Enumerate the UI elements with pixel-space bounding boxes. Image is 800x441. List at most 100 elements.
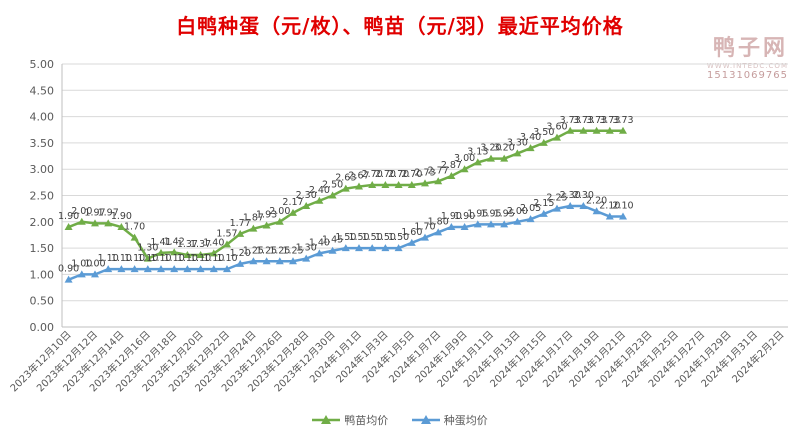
y-tick-label: 0.50	[30, 295, 55, 308]
data-point	[526, 144, 535, 152]
data-point	[104, 219, 113, 227]
data-point	[275, 257, 284, 265]
data-point	[579, 126, 588, 134]
data-label: 3.73	[612, 115, 633, 126]
data-label: 3.30	[507, 137, 528, 148]
data-label: 2.87	[441, 160, 462, 171]
data-point	[302, 202, 311, 210]
data-point	[143, 254, 152, 262]
data-label: 1.70	[124, 222, 145, 233]
legend: 鸭苗均价 种蛋均价	[0, 412, 800, 430]
data-label: 2.10	[612, 201, 633, 212]
data-label: 2.10	[599, 201, 620, 212]
data-point	[223, 265, 231, 273]
data-label: 3.00	[454, 153, 475, 164]
data-label: 3.73	[586, 115, 607, 126]
data-label: 1.41	[150, 237, 171, 248]
data-point	[196, 265, 205, 273]
data-label: 2.77	[428, 165, 449, 176]
data-point	[460, 223, 469, 231]
y-tick-label: 3.50	[30, 137, 55, 150]
data-label: 2.17	[282, 197, 303, 208]
data-label: 1.90	[111, 211, 132, 222]
data-label: 0.90	[58, 264, 79, 275]
data-point	[170, 248, 179, 256]
data-label: 1.00	[84, 258, 105, 269]
data-point	[223, 240, 231, 248]
data-point	[487, 154, 495, 162]
data-point	[262, 257, 271, 265]
data-label: 2.70	[362, 169, 383, 180]
data-point	[434, 177, 443, 185]
y-axis: 0.00 0.50 1.00 1.50 2.00 2.50 3.00 3.50 4.00 4.50…	[30, 58, 63, 334]
y-tick-label: 0.00	[30, 321, 55, 334]
legend-label-egg: 种蛋均价	[443, 414, 488, 427]
data-label: 1.90	[441, 211, 462, 222]
data-label: 1.10	[98, 253, 119, 264]
data-point	[262, 221, 271, 229]
data-label: 1.20	[230, 248, 251, 259]
data-point	[77, 217, 86, 225]
data-label: 1.10	[137, 253, 158, 264]
data-label: 1.70	[414, 222, 435, 233]
data-label: 1.97	[98, 207, 119, 218]
data-label: 2.67	[348, 171, 369, 182]
data-point	[209, 249, 218, 257]
data-label: 1.40	[309, 237, 330, 248]
data-label: 2.50	[322, 180, 343, 191]
data-point	[434, 228, 443, 236]
data-label: 1.10	[203, 253, 224, 264]
data-point	[487, 220, 495, 228]
data-label: 3.50	[533, 127, 554, 138]
data-label: 1.50	[375, 232, 396, 243]
data-label: 1.97	[84, 207, 105, 218]
data-label: 3.73	[560, 115, 581, 126]
data-point	[605, 126, 614, 134]
data-label: 1.50	[335, 232, 356, 243]
data-point	[513, 149, 522, 157]
watermark-name: 鸭子网	[712, 36, 788, 61]
data-point	[183, 265, 192, 273]
data-label: 1.10	[124, 253, 145, 264]
data-label: 2.73	[414, 167, 435, 178]
data-label: 3.73	[599, 115, 620, 126]
y-tick-label: 2.50	[30, 190, 55, 203]
data-point	[368, 244, 377, 252]
data-point	[209, 265, 218, 273]
data-point	[341, 184, 350, 192]
data-point	[447, 172, 456, 180]
data-label: 1.30	[296, 243, 317, 254]
data-point	[104, 265, 113, 273]
data-label: 3.20	[480, 143, 501, 154]
data-label: 2.25	[546, 193, 567, 204]
legend-item-duckling: 鸭苗均价	[312, 412, 388, 428]
data-point	[407, 238, 416, 246]
data-label: 1.10	[150, 253, 171, 264]
data-point	[315, 249, 324, 257]
data-point	[117, 265, 126, 273]
data-point	[289, 257, 297, 265]
data-label: 1.77	[230, 218, 251, 229]
data-point	[381, 244, 390, 252]
data-point	[341, 244, 350, 252]
data-point	[302, 254, 311, 262]
data-label: 1.90	[454, 211, 475, 222]
y-tick-label: 1.00	[30, 268, 55, 281]
data-label: 2.40	[309, 185, 330, 196]
watermark-url: WWW.INTEDC.COM	[706, 62, 788, 70]
data-point	[619, 126, 627, 134]
data-label: 1.95	[494, 208, 515, 219]
data-label: 1.80	[428, 216, 449, 227]
data-label: 2.30	[296, 190, 317, 201]
data-point	[355, 182, 363, 190]
legend-swatch-green-icon	[312, 415, 341, 424]
data-point	[328, 246, 337, 254]
data-point	[77, 270, 86, 278]
y-tick-label: 2.00	[30, 216, 55, 229]
data-point	[592, 126, 601, 134]
data-label: 1.57	[216, 228, 237, 239]
data-label: 1.45	[322, 235, 343, 246]
data-point	[91, 270, 99, 278]
data-labels: 1.902.001.971.971.901.701.301.411.421.37…	[58, 115, 634, 275]
data-point	[143, 265, 152, 273]
